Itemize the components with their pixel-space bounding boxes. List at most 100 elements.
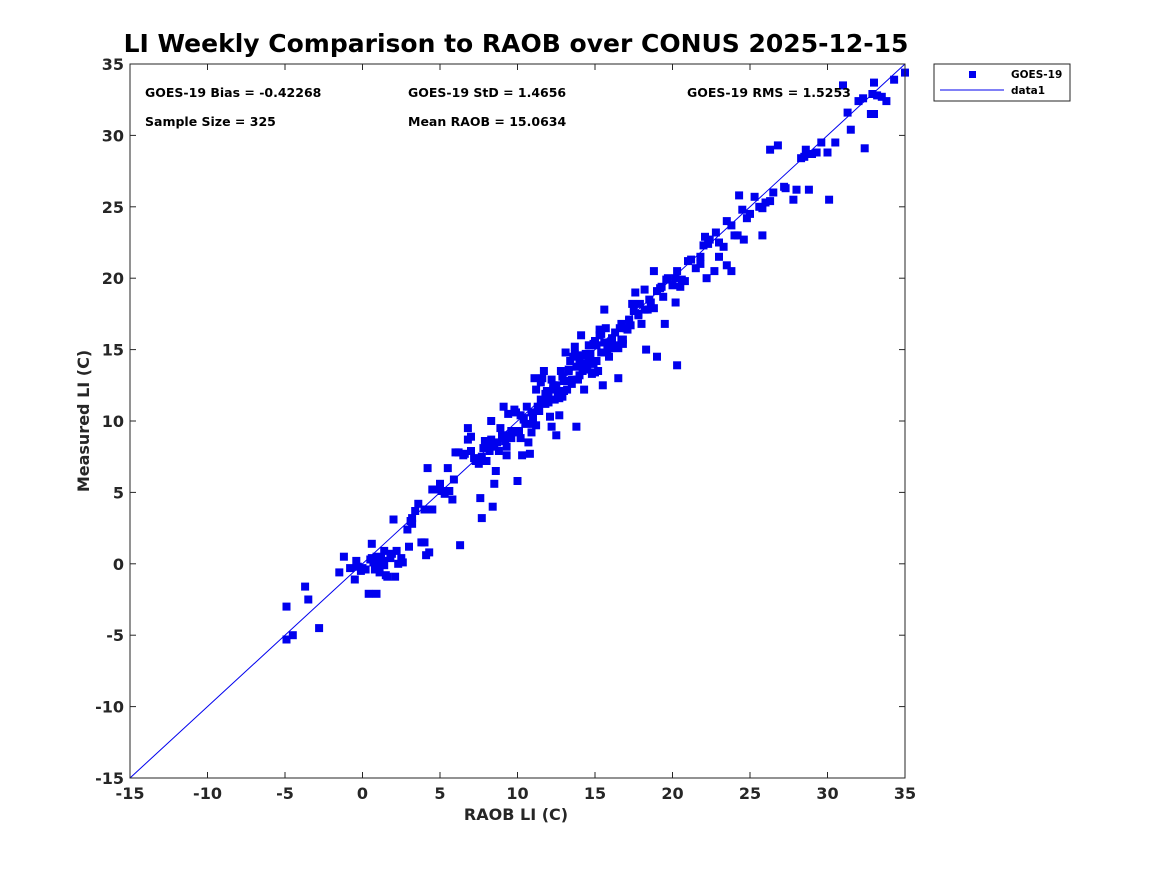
data-point <box>487 435 496 444</box>
data-point <box>521 419 530 428</box>
y-tick-label: 30 <box>102 126 124 145</box>
data-point <box>566 357 575 365</box>
data-point <box>518 451 527 460</box>
y-tick-label: 15 <box>102 341 124 360</box>
mean-raob-stat: Mean RAOB = 15.0634 <box>408 114 566 129</box>
data-point <box>870 110 878 118</box>
data-point <box>640 285 649 294</box>
data-point <box>288 631 297 640</box>
data-point <box>577 331 586 340</box>
data-point <box>547 375 556 384</box>
data-point <box>589 339 598 348</box>
data-point <box>817 138 826 147</box>
data-point <box>739 235 748 244</box>
data-point <box>575 355 584 364</box>
data-point <box>699 241 708 250</box>
data-point <box>533 402 542 411</box>
y-axis-label: Measured LI (C) <box>74 350 93 492</box>
data-point <box>434 485 443 494</box>
data-point <box>601 324 610 333</box>
sample-size-stat: Sample Size = 325 <box>145 114 276 129</box>
data-point <box>839 81 847 90</box>
data-point <box>502 442 511 451</box>
data-point <box>408 519 417 528</box>
data-point <box>801 145 810 154</box>
plot-area <box>129 63 909 779</box>
data-point <box>603 338 612 347</box>
data-point <box>477 514 486 523</box>
data-point <box>507 427 516 435</box>
bias-stat: GOES-19 Bias = -0.42268 <box>145 85 321 100</box>
data-point <box>722 217 731 226</box>
data-point <box>597 348 606 357</box>
data-point <box>668 281 677 290</box>
data-point <box>525 449 534 458</box>
data-point <box>570 342 579 351</box>
data-point <box>530 374 539 383</box>
data-point <box>591 368 599 377</box>
data-point <box>711 228 720 237</box>
data-point <box>733 231 742 240</box>
data-point <box>614 374 623 383</box>
data-point <box>539 367 548 375</box>
data-point <box>615 324 624 333</box>
data-point <box>854 97 863 106</box>
data-point <box>346 564 355 573</box>
data-point <box>480 437 489 445</box>
data-point <box>477 452 486 461</box>
data-point <box>378 556 387 565</box>
data-point <box>742 214 751 223</box>
data-point <box>408 514 417 523</box>
data-point <box>673 361 682 370</box>
data-point <box>831 138 840 147</box>
data-point <box>812 148 821 157</box>
data-point <box>423 464 432 473</box>
data-point <box>780 182 789 191</box>
data-point <box>755 202 764 211</box>
data-point <box>448 495 457 504</box>
data-point <box>391 572 400 581</box>
data-point <box>586 349 595 358</box>
data-point <box>773 141 782 150</box>
data-point <box>445 487 454 495</box>
legend-label-data1: data1 <box>1011 85 1045 97</box>
data-point <box>673 267 682 276</box>
data-point <box>549 385 558 394</box>
data-point <box>696 259 705 268</box>
data-point <box>463 435 472 444</box>
y-tick-label: 5 <box>113 483 124 502</box>
data-point <box>789 195 798 204</box>
data-point <box>722 261 731 270</box>
data-point <box>553 388 562 397</box>
data-point <box>380 561 389 570</box>
data-point <box>398 558 407 567</box>
data-point <box>877 92 886 101</box>
data-point <box>560 387 568 395</box>
data-point <box>605 352 613 361</box>
data-point <box>493 438 502 447</box>
data-point <box>870 78 878 87</box>
x-tick-label: -15 <box>116 784 145 803</box>
data-point <box>502 451 511 460</box>
data-point <box>758 231 767 240</box>
data-point <box>425 548 434 557</box>
data-points <box>282 68 909 644</box>
y-tick-label: -10 <box>95 698 124 717</box>
data-point <box>561 348 570 357</box>
data-point <box>352 556 361 565</box>
data-point <box>544 398 553 407</box>
data-point <box>746 209 754 218</box>
data-point <box>584 354 593 363</box>
data-point <box>882 97 891 106</box>
y-tick-label: 20 <box>102 269 124 288</box>
data-point <box>643 305 652 314</box>
data-point <box>522 402 531 411</box>
data-point <box>555 394 564 403</box>
data-point <box>519 415 528 424</box>
data-point <box>860 144 869 153</box>
data-point <box>823 148 832 157</box>
data-point <box>637 319 646 328</box>
data-point <box>529 412 537 421</box>
data-point <box>890 75 899 84</box>
data-point <box>546 412 554 421</box>
